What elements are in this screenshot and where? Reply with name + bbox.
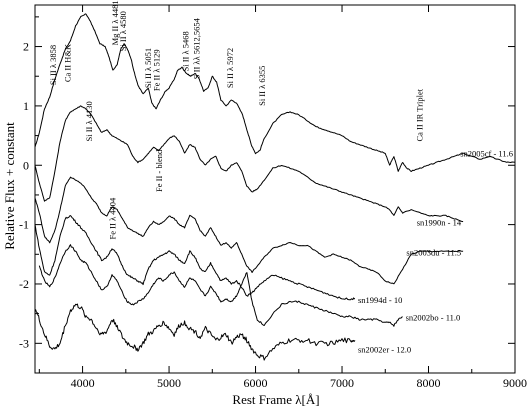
series-label: sn1994d - 10 — [358, 295, 402, 305]
x-tick-label: 4000 — [71, 376, 95, 390]
series-layer — [34, 13, 516, 361]
x-tick-label: 9000 — [503, 376, 527, 390]
series-label: sn2005cf - 11.6 — [460, 148, 513, 158]
spectrum-line — [34, 176, 464, 285]
y-tick-label: -3 — [19, 336, 29, 350]
line-annotation: Fe II - blend — [154, 149, 164, 192]
line-annotation: Si II λ 5972 — [225, 48, 235, 88]
x-tick-label: 5000 — [157, 376, 181, 390]
y-tick-label: 0 — [23, 158, 29, 172]
line-annotation: Mg II λ 4481 — [110, 0, 120, 45]
y-tick-label: 2 — [23, 40, 29, 54]
line-annotation: Ca II H&K — [62, 43, 72, 82]
series-label: sn2002er - 12.0 — [358, 344, 411, 354]
line-annotation: Fe II λ 5129 — [152, 49, 162, 91]
spectrum-line — [34, 215, 356, 301]
spectrum-line — [34, 13, 516, 172]
line-annotations: Si II λ 3858 Ca II H&K Si II λ 4130 Mg II λ… — [48, 0, 425, 239]
plot-frame — [34, 4, 516, 374]
x-axis-title: Rest Frame λ[Å] — [232, 392, 319, 407]
series-label: sn2002bo - 11.0 — [406, 313, 461, 323]
line-annotation: Si II λ 6355 — [257, 66, 267, 106]
y-tick-label: 1 — [23, 99, 29, 113]
x-tick-label: 8000 — [417, 376, 441, 390]
spectrum-line — [34, 105, 464, 223]
series-labels: sn2005cf - 11.6 sn1990n - 14 sn2003du - 11… — [358, 148, 513, 354]
y-tick-label: -1 — [19, 218, 29, 232]
x-tick-label: 7000 — [330, 376, 354, 390]
spectrum-line — [35, 303, 356, 361]
x-tick-label: 6000 — [244, 376, 268, 390]
series-label: sn1990n - 14 — [417, 218, 462, 228]
line-annotation: Ca II IR Triplet — [414, 88, 424, 141]
spectrum-line — [38, 244, 403, 327]
line-annotation: Fe II λ 4404 — [107, 197, 117, 239]
y-tick-label: -2 — [19, 277, 29, 291]
series-label: sn2003du - 11.5 — [406, 247, 461, 257]
line-annotation: Si II λ 4130 — [84, 101, 94, 141]
line-annotation: Si II λ 4580 — [118, 11, 128, 51]
line-annotation: Si II λ 5468 — [181, 31, 191, 71]
plot-border — [34, 4, 516, 374]
axis-ticks: 4000 5000 6000 7000 8000 9000 2 1 0 -1 -2 -3 — [19, 5, 527, 390]
y-axis-title: Relative Flux + constant — [2, 122, 17, 250]
line-annotation: Si II λ 5051 — [143, 48, 153, 88]
line-annotation: S II λλ 5612,5654 — [191, 17, 201, 79]
line-annotation: Si II λ 3858 — [48, 45, 58, 85]
